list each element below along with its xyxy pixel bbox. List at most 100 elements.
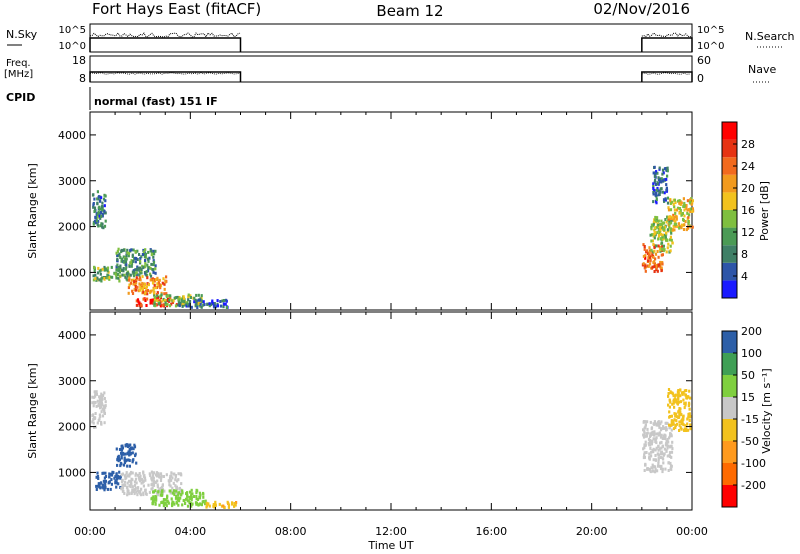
range-gate-cell	[170, 474, 173, 478]
range-gate-cell	[139, 266, 142, 270]
range-gate-cell	[103, 211, 106, 215]
range-gate-cell	[159, 489, 162, 493]
range-gate-cell	[654, 465, 657, 469]
range-gate-cell	[96, 484, 99, 488]
range-gate-cell	[666, 228, 669, 232]
range-gate-cell	[145, 270, 148, 274]
range-gate-cell	[115, 265, 118, 269]
range-gate-cell	[677, 397, 680, 401]
range-gate-cell	[689, 427, 692, 431]
range-gate-cell	[176, 492, 179, 495]
range-gate-cell	[653, 245, 656, 248]
range-gate-cell	[199, 304, 202, 308]
range-gate-cell	[99, 216, 102, 220]
range-gate-cell	[667, 440, 670, 444]
range-gate-cell	[158, 278, 161, 282]
range-gate-cell	[677, 222, 680, 226]
range-gate-cell	[666, 454, 669, 458]
range-gate-cell	[177, 299, 180, 303]
range-gate-cell	[680, 413, 683, 416]
range-gate-cell	[683, 201, 686, 205]
freq-panel: Freq. [MHz] 18 8 60 0 Nave	[4, 54, 776, 85]
range-gate-cell	[678, 429, 681, 432]
range-gate-cell	[126, 278, 129, 282]
range-gate-cell	[643, 446, 646, 450]
range-gate-cell	[657, 459, 660, 463]
range-gate-cell	[675, 215, 678, 219]
range-gate-cell	[122, 267, 125, 270]
range-gate-cell	[652, 186, 655, 190]
range-gate-cell	[662, 226, 665, 230]
range-gate-cell	[127, 254, 130, 258]
range-gate-cell	[168, 489, 171, 493]
range-gate-cell	[177, 472, 180, 476]
range-gate-cell	[128, 479, 131, 483]
range-gate-cell	[93, 390, 96, 394]
range-gate-cell	[652, 200, 655, 204]
range-gate-cell	[657, 464, 660, 468]
range-gate-cell	[680, 391, 683, 395]
range-gate-cell	[146, 289, 150, 292]
range-gate-cell	[687, 395, 690, 399]
range-gate-cell	[122, 451, 125, 455]
range-gate-cell	[665, 426, 668, 430]
range-gate-cell	[128, 276, 131, 280]
range-gate-cell	[660, 219, 663, 223]
range-gate-cell	[156, 278, 159, 282]
range-gate-cell	[659, 232, 663, 236]
range-gate-cell	[100, 215, 103, 218]
range-gate-cell	[657, 234, 661, 238]
range-gate-cell	[139, 474, 142, 478]
range-gate-cell	[678, 414, 681, 418]
range-gate-cell	[198, 502, 201, 506]
range-gate-cell	[688, 200, 691, 204]
y-tick-label: 2000	[58, 421, 86, 434]
range-gate-cell	[662, 235, 665, 239]
range-gate-cell	[662, 461, 665, 465]
range-gate-cell	[152, 260, 156, 264]
range-gate-cell	[216, 299, 219, 303]
range-gate-cell	[673, 198, 676, 202]
range-gate-cell	[662, 171, 665, 175]
range-gate-cell	[648, 439, 652, 442]
range-gate-cell	[657, 219, 660, 223]
range-gate-cell	[134, 477, 138, 481]
range-gate-cell	[103, 488, 106, 492]
range-gate-cell	[654, 178, 657, 182]
colorbar-segment	[722, 463, 737, 485]
range-gate-cell	[171, 476, 174, 480]
range-gate-cell	[151, 281, 155, 284]
range-gate-cell	[661, 235, 664, 239]
range-gate-cell	[134, 473, 137, 477]
range-gate-cell	[101, 225, 104, 229]
range-gate-cell	[667, 394, 670, 398]
range-gate-cell	[123, 260, 126, 264]
range-gate-cell	[688, 412, 691, 416]
range-gate-cell	[659, 237, 662, 241]
range-gate-cell	[115, 473, 118, 477]
range-gate-cell	[663, 228, 666, 232]
range-gate-cell	[154, 271, 157, 275]
range-gate-cell	[149, 274, 153, 278]
range-gate-cell	[683, 406, 686, 410]
range-gate-cell	[664, 235, 667, 239]
range-gate-cell	[152, 255, 155, 259]
range-gate-cell	[160, 291, 163, 295]
range-gate-cell	[647, 259, 650, 263]
range-gate-cell	[119, 256, 122, 259]
range-gate-cell	[134, 260, 137, 264]
range-gate-cell	[688, 389, 691, 393]
range-gate-cell	[116, 263, 119, 267]
range-gate-cell	[181, 491, 184, 495]
range-gate-cell	[642, 243, 645, 247]
range-gate-cell	[208, 504, 211, 508]
range-gate-cell	[199, 493, 202, 497]
range-gate-cell	[152, 495, 155, 499]
range-gate-cell	[675, 422, 678, 426]
range-gate-cell	[115, 485, 118, 489]
colorbar-segment	[722, 210, 737, 228]
colorbar-segment	[722, 262, 737, 281]
range-gate-cell	[98, 400, 101, 404]
range-gate-cell	[101, 471, 104, 475]
range-gate-cell	[657, 444, 660, 448]
